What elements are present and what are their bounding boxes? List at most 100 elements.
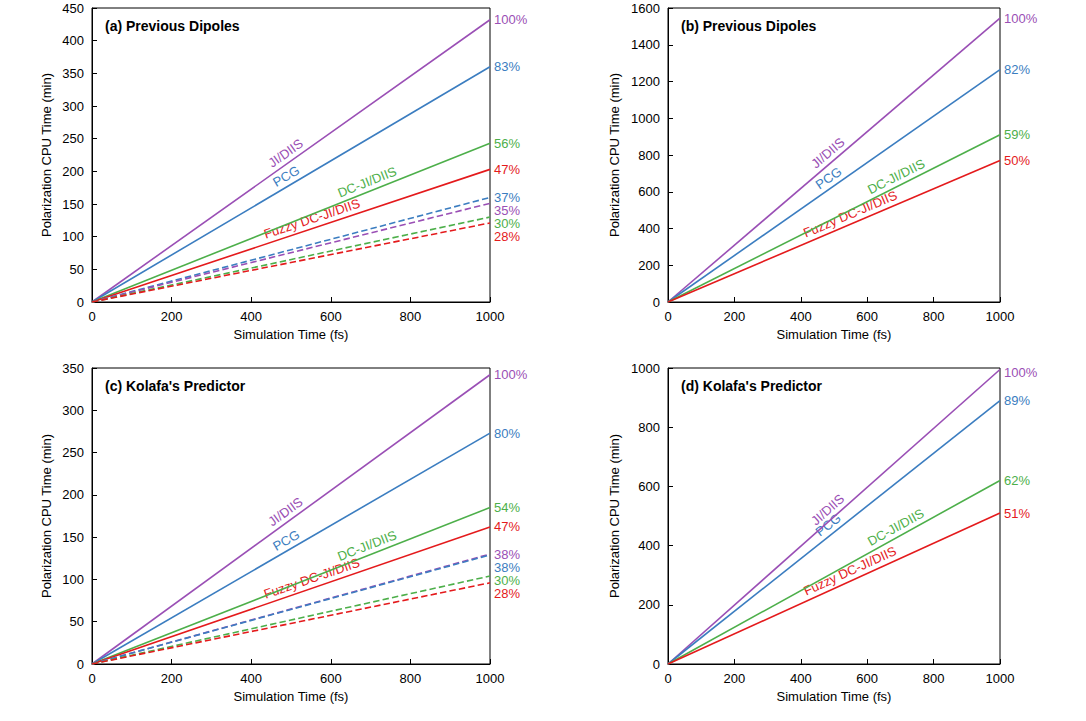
svg-text:150: 150 xyxy=(62,530,84,545)
svg-text:200: 200 xyxy=(638,258,660,273)
svg-text:100%: 100% xyxy=(494,367,528,382)
svg-text:400: 400 xyxy=(240,671,262,686)
svg-text:250: 250 xyxy=(62,131,84,146)
svg-text:Polarization CPU Time (min): Polarization CPU Time (min) xyxy=(39,73,54,237)
svg-text:1400: 1400 xyxy=(631,37,660,52)
svg-text:350: 350 xyxy=(62,361,84,376)
svg-text:DC-JI/DIIS: DC-JI/DIIS xyxy=(335,527,399,564)
svg-text:PCG: PCG xyxy=(813,164,845,192)
svg-text:JI/DIIS: JI/DIIS xyxy=(808,134,848,172)
svg-text:89%: 89% xyxy=(1004,393,1030,408)
svg-text:1000: 1000 xyxy=(476,671,505,686)
svg-text:Fuzzy DC-JI/DIIS: Fuzzy DC-JI/DIIS xyxy=(261,554,362,602)
svg-text:Polarization CPU Time (min): Polarization CPU Time (min) xyxy=(607,73,622,237)
svg-text:(d) Kolafa's Predictor: (d) Kolafa's Predictor xyxy=(681,378,823,394)
svg-text:600: 600 xyxy=(856,309,878,324)
svg-text:200: 200 xyxy=(161,309,183,324)
svg-text:50: 50 xyxy=(70,614,84,629)
svg-text:54%: 54% xyxy=(494,500,520,515)
svg-text:400: 400 xyxy=(638,538,660,553)
svg-text:100: 100 xyxy=(62,229,84,244)
svg-text:200: 200 xyxy=(724,671,746,686)
svg-text:100%: 100% xyxy=(1004,365,1038,380)
svg-text:(a) Previous Dipoles: (a) Previous Dipoles xyxy=(105,18,240,34)
svg-text:150: 150 xyxy=(62,197,84,212)
svg-text:Fuzzy DC-JI/DIIS: Fuzzy DC-JI/DIIS xyxy=(801,543,899,598)
svg-text:Simulation Time (fs): Simulation Time (fs) xyxy=(234,689,349,704)
svg-text:82%: 82% xyxy=(1004,62,1030,77)
svg-text:50: 50 xyxy=(70,262,84,277)
svg-text:100: 100 xyxy=(62,572,84,587)
svg-text:PCG: PCG xyxy=(270,163,302,190)
svg-text:80%: 80% xyxy=(494,426,520,441)
svg-text:47%: 47% xyxy=(494,519,520,534)
svg-text:600: 600 xyxy=(320,671,342,686)
svg-text:800: 800 xyxy=(638,420,660,435)
svg-text:400: 400 xyxy=(638,221,660,236)
svg-text:1000: 1000 xyxy=(986,671,1015,686)
svg-text:56%: 56% xyxy=(494,136,520,151)
svg-text:600: 600 xyxy=(320,309,342,324)
svg-text:300: 300 xyxy=(62,99,84,114)
svg-text:800: 800 xyxy=(400,671,422,686)
svg-text:400: 400 xyxy=(790,309,812,324)
svg-text:1000: 1000 xyxy=(631,361,660,376)
svg-text:1000: 1000 xyxy=(986,309,1015,324)
svg-text:1000: 1000 xyxy=(476,309,505,324)
svg-text:250: 250 xyxy=(62,445,84,460)
svg-text:Fuzzy DC-JI/DIIS: Fuzzy DC-JI/DIIS xyxy=(801,187,900,240)
svg-text:Simulation Time (fs): Simulation Time (fs) xyxy=(777,689,892,704)
svg-text:800: 800 xyxy=(923,309,945,324)
svg-text:350: 350 xyxy=(62,66,84,81)
svg-text:PCG: PCG xyxy=(812,510,843,539)
svg-text:Fuzzy DC-JI/DIIS: Fuzzy DC-JI/DIIS xyxy=(261,195,362,242)
svg-text:28%: 28% xyxy=(494,229,520,244)
svg-text:200: 200 xyxy=(62,487,84,502)
svg-text:0: 0 xyxy=(77,295,84,310)
svg-text:Simulation Time (fs): Simulation Time (fs) xyxy=(777,327,892,342)
svg-text:300: 300 xyxy=(62,403,84,418)
svg-text:0: 0 xyxy=(653,295,660,310)
svg-text:800: 800 xyxy=(923,671,945,686)
svg-text:400: 400 xyxy=(62,33,84,48)
svg-text:50%: 50% xyxy=(1004,153,1030,168)
svg-text:400: 400 xyxy=(240,309,262,324)
svg-text:100%: 100% xyxy=(1004,11,1038,26)
svg-text:Polarization CPU Time (min): Polarization CPU Time (min) xyxy=(39,434,54,598)
svg-text:450: 450 xyxy=(62,1,84,16)
svg-text:0: 0 xyxy=(653,657,660,672)
svg-text:800: 800 xyxy=(638,148,660,163)
svg-text:600: 600 xyxy=(638,479,660,494)
svg-text:(b) Previous Dipoles: (b) Previous Dipoles xyxy=(681,18,817,34)
svg-text:0: 0 xyxy=(664,309,671,324)
svg-text:DC-JI/DIIS: DC-JI/DIIS xyxy=(865,155,928,198)
svg-text:800: 800 xyxy=(400,309,422,324)
svg-text:47%: 47% xyxy=(494,162,520,177)
svg-text:0: 0 xyxy=(88,309,95,324)
svg-text:200: 200 xyxy=(638,597,660,612)
svg-text:1600: 1600 xyxy=(631,1,660,16)
svg-text:600: 600 xyxy=(856,671,878,686)
svg-text:51%: 51% xyxy=(1004,506,1030,521)
svg-text:Polarization CPU Time (min): Polarization CPU Time (min) xyxy=(607,434,622,598)
svg-text:0: 0 xyxy=(77,657,84,672)
svg-text:0: 0 xyxy=(88,671,95,686)
svg-text:(c) Kolafa's Predictor: (c) Kolafa's Predictor xyxy=(105,378,246,394)
svg-text:200: 200 xyxy=(724,309,746,324)
svg-text:62%: 62% xyxy=(1004,473,1030,488)
svg-text:200: 200 xyxy=(161,671,183,686)
svg-text:59%: 59% xyxy=(1004,127,1030,142)
svg-text:400: 400 xyxy=(790,671,812,686)
svg-text:0: 0 xyxy=(664,671,671,686)
svg-text:DC-JI/DIIS: DC-JI/DIIS xyxy=(335,163,399,200)
svg-text:100%: 100% xyxy=(494,12,528,27)
svg-text:1000: 1000 xyxy=(631,111,660,126)
svg-text:JI/DIIS: JI/DIIS xyxy=(808,491,848,529)
svg-text:Simulation Time (fs): Simulation Time (fs) xyxy=(234,327,349,342)
svg-text:28%: 28% xyxy=(494,586,520,601)
svg-text:83%: 83% xyxy=(494,59,520,74)
svg-text:DC-JI/DIIS: DC-JI/DIIS xyxy=(865,505,927,548)
svg-text:600: 600 xyxy=(638,184,660,199)
svg-text:1200: 1200 xyxy=(631,74,660,89)
svg-text:200: 200 xyxy=(62,164,84,179)
